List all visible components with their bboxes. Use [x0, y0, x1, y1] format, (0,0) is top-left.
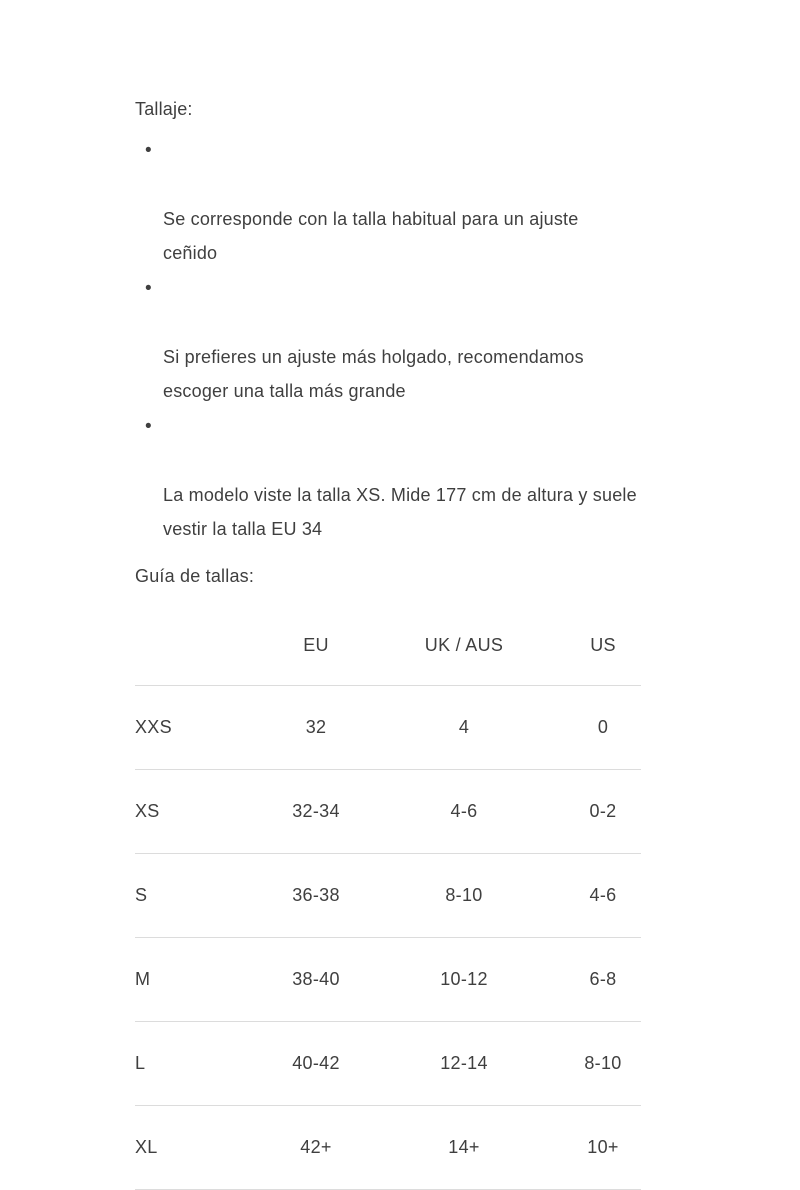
size-label: XXS	[135, 685, 269, 770]
us-value: 0	[565, 685, 641, 770]
size-label: M	[135, 937, 269, 1022]
sizing-note-model: • La modelo viste la talla XS. Mide 177 …	[135, 410, 641, 546]
size-guide-table: EU UK / AUS US XXS 32 4 0 XS 32-34 4-6 0…	[135, 605, 641, 1190]
table-header-row: EU UK / AUS US	[135, 605, 641, 686]
header-uk-aus: UK / AUS	[363, 605, 565, 686]
table-row-xs: XS 32-34 4-6 0-2	[135, 769, 641, 854]
sizing-notes-list: • Se corresponde con la talla habitual p…	[135, 134, 641, 546]
us-value: 8-10	[565, 1021, 641, 1106]
uk-aus-value: 4	[363, 685, 565, 770]
header-eu: EU	[269, 605, 363, 686]
eu-value: 32-34	[269, 769, 363, 854]
size-label: XL	[135, 1105, 269, 1190]
sizing-title: Tallaje:	[135, 99, 193, 119]
table-row-s: S 36-38 8-10 4-6	[135, 853, 641, 938]
size-label: S	[135, 853, 269, 938]
sizing-note-text: La modelo viste la talla XS. Mide 177 cm…	[163, 485, 637, 539]
eu-value: 38-40	[269, 937, 363, 1022]
header-us: US	[565, 605, 641, 686]
bullet-icon: •	[145, 278, 152, 299]
uk-aus-value: 14+	[363, 1105, 565, 1190]
eu-value: 42+	[269, 1105, 363, 1190]
uk-aus-value: 10-12	[363, 937, 565, 1022]
table-row-xxs: XXS 32 4 0	[135, 685, 641, 770]
uk-aus-value: 8-10	[363, 853, 565, 938]
size-guide-title: Guía de tallas:	[135, 566, 255, 586]
us-value: 0-2	[565, 769, 641, 854]
size-label: XS	[135, 769, 269, 854]
uk-aus-value: 12-14	[363, 1021, 565, 1106]
size-label: L	[135, 1021, 269, 1106]
table-row-l: L 40-42 12-14 8-10	[135, 1021, 641, 1106]
bullet-icon: •	[145, 140, 152, 161]
table-row-xl: XL 42+ 14+ 10+	[135, 1105, 641, 1190]
sizing-note-text: Si prefieres un ajuste más holgado, reco…	[163, 347, 584, 401]
uk-aus-value: 4-6	[363, 769, 565, 854]
sizing-note-text: Se corresponde con la talla habitual par…	[163, 209, 579, 263]
sizing-note-fit: • Se corresponde con la talla habitual p…	[135, 134, 641, 270]
sizing-note-loose-fit: • Si prefieres un ajuste más holgado, re…	[135, 272, 641, 408]
size-guide-panel: Tallaje: • Se corresponde con la talla h…	[135, 96, 641, 1190]
us-value: 10+	[565, 1105, 641, 1190]
eu-value: 32	[269, 685, 363, 770]
table-row-m: M 38-40 10-12 6-8	[135, 937, 641, 1022]
header-size-label	[135, 605, 269, 686]
us-value: 6-8	[565, 937, 641, 1022]
eu-value: 36-38	[269, 853, 363, 938]
us-value: 4-6	[565, 853, 641, 938]
bullet-icon: •	[145, 416, 152, 437]
eu-value: 40-42	[269, 1021, 363, 1106]
